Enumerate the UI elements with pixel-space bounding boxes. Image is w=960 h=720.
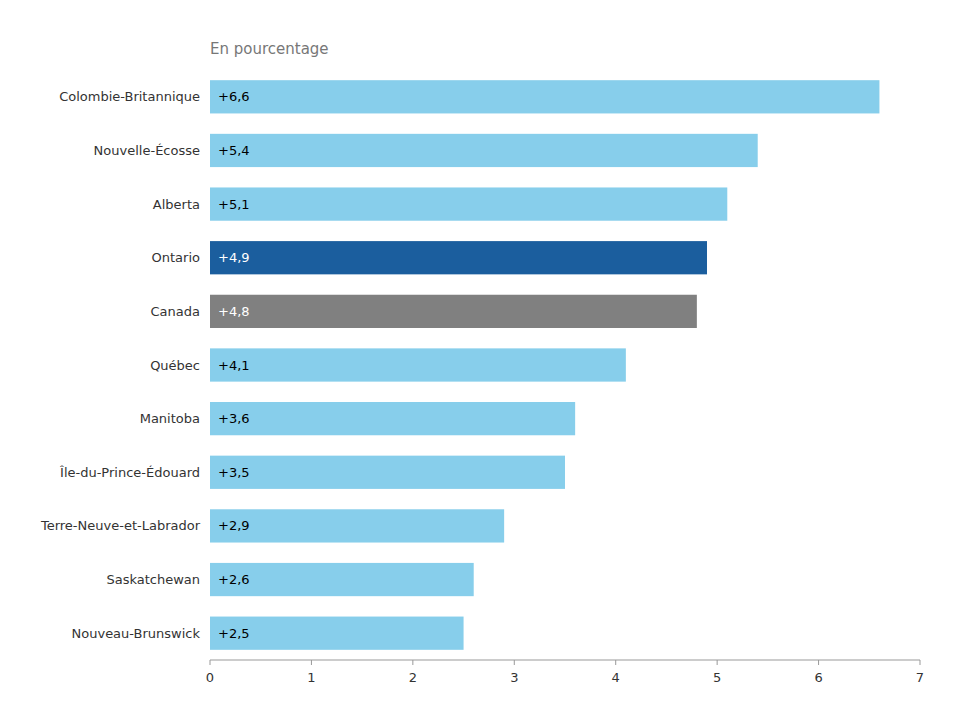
bars [210,80,879,650]
bar [210,295,697,328]
bar [210,80,879,113]
tick-mark [615,660,616,665]
title: En pourcentage [210,40,329,58]
tick-label: 1 [307,670,315,685]
tick-label: 6 [814,670,822,685]
bar [210,187,727,220]
x-axis [210,660,920,661]
category-label: Nouveau-Brunswick [72,626,201,641]
bar [210,241,707,274]
tick-mark [514,660,515,665]
bar [210,509,504,542]
data-label: +3,6 [218,411,250,426]
tick-label: 3 [510,670,518,685]
tick-mark [818,660,819,665]
bar [210,134,758,167]
bar [210,456,565,489]
category-label: Québec [150,358,200,373]
tick-label: 4 [612,670,620,685]
data-label: +5,1 [218,197,250,212]
tick-mark [412,660,413,665]
tick-label: 2 [409,670,417,685]
data-label: +2,5 [218,626,250,641]
tick-mark [920,660,921,665]
category-label: Canada [151,304,200,319]
chart: En pourcentage +2,5 +2,6 +2,9 +3,5 +3,6 +4,1 +4… [0,0,960,720]
tick-mark [311,660,312,665]
tick-label: 7 [916,670,924,685]
category-label: Colombie-Britannique [59,89,200,104]
tick-label: 5 [713,670,721,685]
data-label: +4,9 [218,250,250,265]
category-label: Saskatchewan [106,572,200,587]
tick-mark [210,660,211,665]
category-label: Terre-Neuve-et-Labrador [40,518,201,533]
category-label: Ontario [152,250,200,265]
data-label: +2,6 [218,572,250,587]
bar [210,348,626,381]
data-label: +4,8 [218,304,250,319]
category-label: Nouvelle-Écosse [94,143,200,158]
category-label: Alberta [153,197,200,212]
data-label: +3,5 [218,465,250,480]
bar [210,402,575,435]
bar [210,563,474,596]
data-label: +2,9 [218,518,250,533]
tick-mark [717,660,718,665]
tick-label: 0 [206,670,214,685]
bar [210,617,464,650]
data-label: +4,1 [218,358,250,373]
data-label: +6,6 [218,89,250,104]
category-label: Manitoba [140,411,200,426]
data-label: +5,4 [218,143,250,158]
category-label: Île-du-Prince-Édouard [59,465,200,480]
